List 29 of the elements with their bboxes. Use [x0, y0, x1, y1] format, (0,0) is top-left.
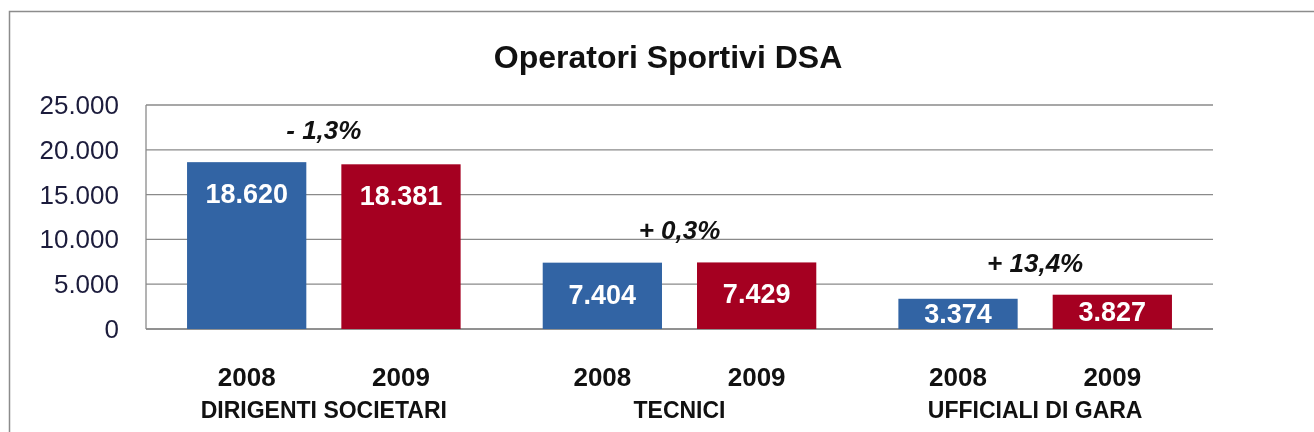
y-tick-label: 15.000	[39, 179, 119, 210]
data-label: 3.827	[1078, 296, 1147, 327]
x-tick-label: TECNICI	[633, 397, 726, 423]
x-tick-label: UFFICIALI DI GARA	[927, 397, 1143, 423]
bar	[187, 162, 307, 329]
y-tick-label: 20.000	[39, 134, 119, 165]
bar	[697, 262, 817, 329]
y-tick-label: 0	[104, 314, 119, 344]
data-label: 18.381	[359, 181, 443, 212]
y-tick-label: 25.000	[39, 90, 119, 120]
y-tick-label: 5.000	[53, 269, 119, 300]
y-tick-label: 10.000	[39, 224, 119, 255]
chart-title: Operatori Sportivi DSA	[493, 39, 843, 75]
text: 2008	[929, 362, 987, 392]
series-label: 2009	[372, 362, 430, 392]
text: 2008	[573, 362, 632, 392]
annotation: - 1,3%	[286, 115, 362, 146]
annotation: + 0,3%	[638, 215, 721, 246]
bar	[341, 164, 461, 329]
text: 2009	[727, 362, 786, 392]
series-label: 2008	[217, 362, 276, 392]
bar	[542, 262, 662, 329]
data-label: 7.404	[568, 279, 637, 310]
x-tick-label: DIRIGENTI SOCIETARI	[200, 397, 447, 423]
data-label: 18.620	[205, 179, 288, 210]
data-label: 7.429	[722, 279, 791, 310]
annotation: + 13,4%	[987, 247, 1084, 278]
text: 2009	[1083, 362, 1142, 392]
data-label: 3.374	[924, 298, 992, 329]
